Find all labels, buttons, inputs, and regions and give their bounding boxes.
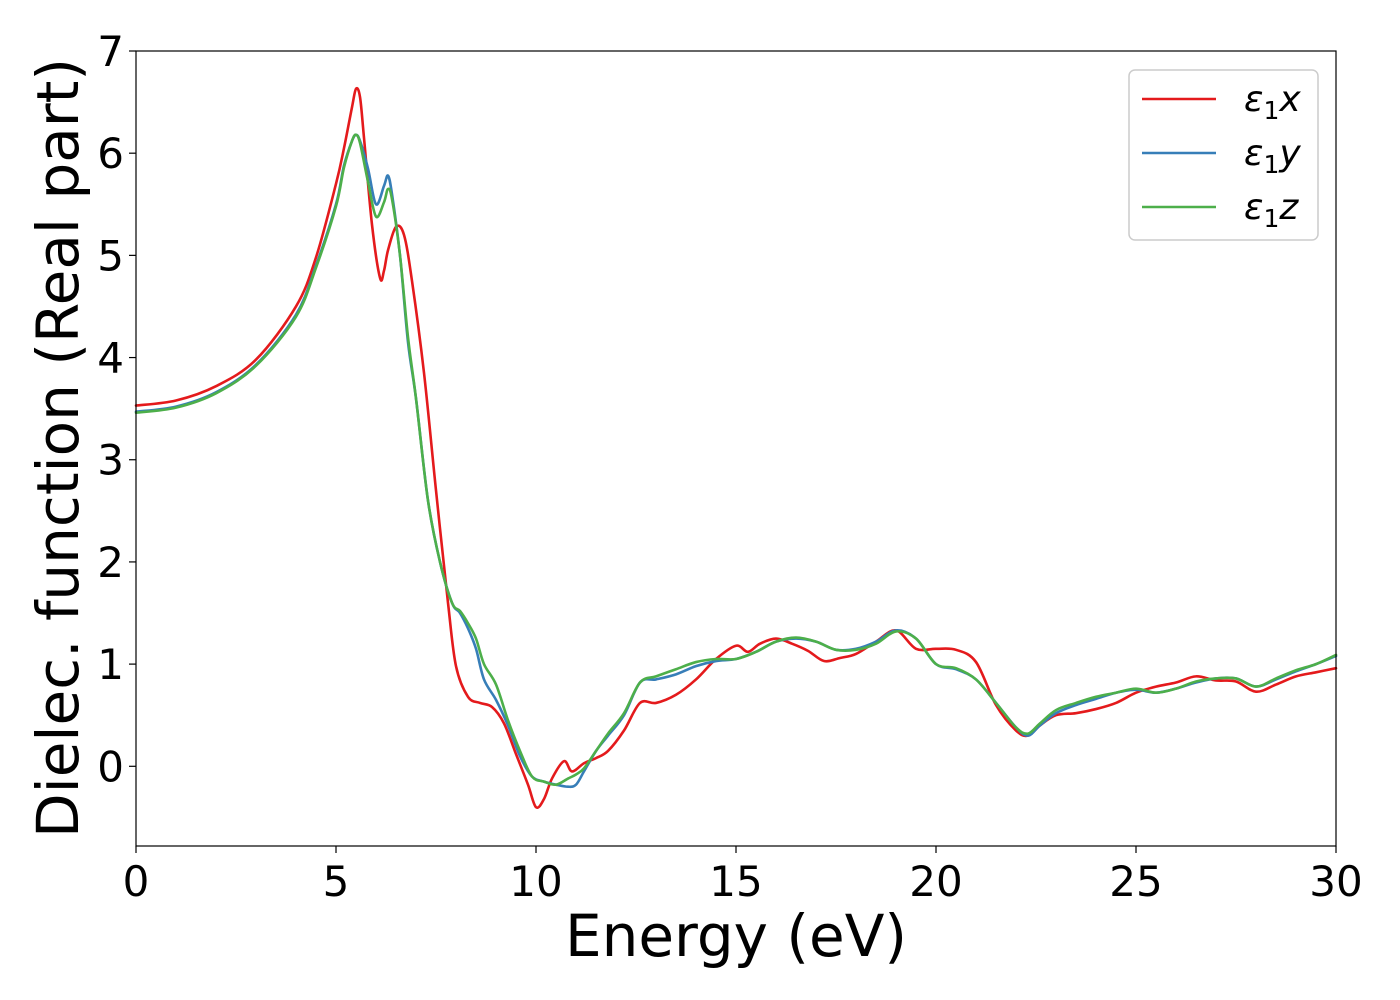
plot-frame	[135, 50, 1337, 847]
y-tick-label: 5	[97, 231, 124, 280]
y-tick-label: 7	[97, 27, 124, 76]
legend-label-x: ε1x	[1244, 79, 1301, 125]
x-tick-label: 30	[1309, 857, 1362, 906]
x-tick-label: 10	[509, 857, 562, 906]
y-tick-label: 4	[97, 334, 124, 383]
legend-label-z: ε1z	[1244, 187, 1299, 233]
x-tick-label: 15	[709, 857, 762, 906]
y-tick-label: 1	[97, 640, 124, 689]
legend: ε1x ε1y ε1z	[1128, 69, 1319, 241]
x-tick-label: 20	[909, 857, 962, 906]
x-axis-label: Energy (eV)	[565, 902, 907, 970]
series-line-x	[134, 86, 1338, 809]
x-tick-label: 0	[123, 857, 150, 906]
series-layer	[134, 86, 1338, 809]
y-tick-label: 0	[97, 742, 124, 791]
legend-frame	[1128, 69, 1319, 241]
series-line-y	[134, 133, 1338, 789]
y-axis-label: Dielec. function (Real part)	[24, 58, 92, 838]
y-tick-label: 6	[97, 129, 124, 178]
axes-layer: 0 5 10 15 20 25 30 0 1 2 3 4 5 6 7	[97, 27, 1362, 906]
series-line-z	[134, 133, 1338, 787]
y-tick-label: 3	[97, 436, 124, 485]
x-tick-label: 5	[323, 857, 350, 906]
y-tick-label: 2	[97, 538, 124, 587]
legend-label-y: ε1y	[1244, 133, 1301, 179]
x-tick-label: 25	[1109, 857, 1162, 906]
